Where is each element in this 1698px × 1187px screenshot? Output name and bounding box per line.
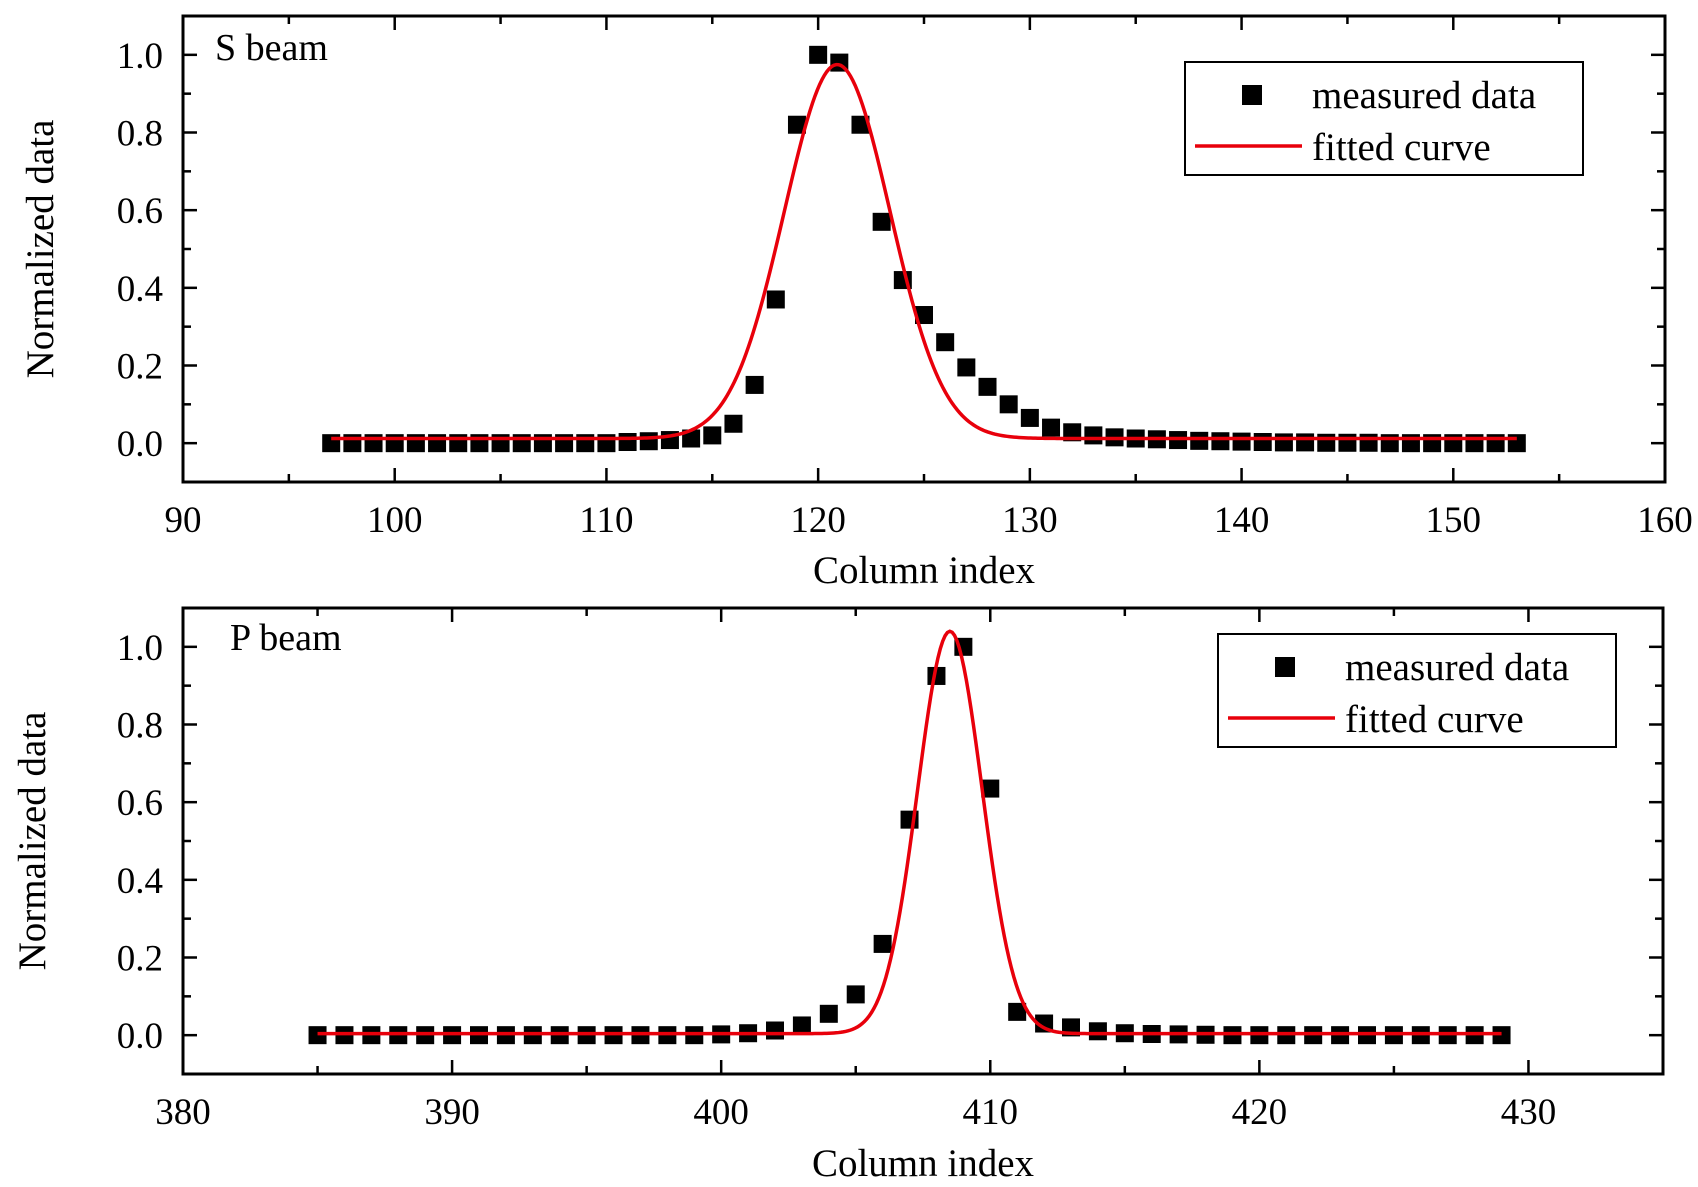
data-point (872, 212, 891, 231)
y-tick-label: 0.2 (117, 347, 163, 388)
x-tick-label: 140 (1214, 500, 1270, 541)
x-tick-label: 120 (790, 500, 846, 541)
y-axis-title: Normalized data (11, 712, 54, 971)
x-tick-label: 130 (1002, 500, 1058, 541)
panel-p-beam: 380 390 400 410 420 430 0.0 0.2 0.4 0.6 0.8 1.0 Colu… (11, 606, 1665, 1185)
data-point (792, 1016, 811, 1035)
data-point (1088, 1022, 1107, 1041)
data-point (766, 290, 785, 309)
y-tick-label: 0.8 (117, 114, 163, 155)
data-point (724, 414, 743, 433)
panel-label: S beam (215, 27, 328, 69)
data-point (1338, 433, 1357, 452)
data-point (1190, 431, 1209, 450)
y-tick-label: 0.8 (117, 706, 163, 747)
data-point (703, 426, 722, 445)
data-point (1232, 432, 1251, 451)
y-tick-label: 1.0 (117, 36, 163, 77)
legend-box (1184, 61, 1584, 176)
legend-label-fitted: fitted curve (1312, 126, 1491, 169)
data-point (981, 779, 1000, 798)
legend-box (1217, 633, 1617, 748)
data-point (639, 432, 658, 451)
y-tick-label: 0.4 (117, 269, 163, 310)
y-tick-label: 0.0 (117, 1016, 163, 1057)
data-point (819, 1004, 838, 1023)
data-point (957, 358, 976, 377)
data-point (1359, 433, 1378, 452)
y-axis-title: Normalized data (19, 120, 62, 379)
data-point (745, 375, 764, 394)
data-point (787, 115, 806, 134)
data-point (999, 395, 1018, 414)
legend-marker-square (1275, 657, 1295, 677)
data-point (1211, 432, 1230, 451)
x-tick-label: 420 (1232, 1092, 1288, 1133)
legend-label-fitted: fitted curve (1345, 698, 1524, 741)
data-point (1042, 418, 1061, 437)
data-point (915, 306, 933, 325)
data-point (308, 1026, 327, 1045)
y-tick-label: 0.6 (117, 783, 163, 824)
data-point (766, 1021, 784, 1040)
panel-s-beam: 90 100 110 120 130 140 150 160 0.0 0.2 0.4 0.6 0.8 1.… (19, 14, 1693, 592)
data-point (809, 45, 828, 64)
y-tick-label: 0.0 (117, 424, 163, 465)
x-tick-label: 160 (1637, 500, 1693, 541)
x-axis-title: Column index (812, 1142, 1035, 1185)
data-point (682, 429, 701, 448)
data-point (1008, 1002, 1027, 1021)
x-tick-label: 90 (165, 500, 202, 541)
x-axis-title: Column index (813, 549, 1036, 592)
data-point (1296, 433, 1315, 452)
x-tick-label: 110 (579, 500, 633, 541)
x-tick-label: 410 (963, 1092, 1019, 1133)
x-tick-label: 390 (424, 1092, 480, 1133)
data-point (846, 985, 865, 1004)
data-point (851, 115, 870, 134)
panel-label: P beam (230, 617, 342, 659)
y-tick-label: 0.4 (117, 861, 163, 902)
legend-marker-square (1242, 85, 1262, 105)
x-tick-label: 400 (693, 1092, 749, 1133)
data-point (1253, 433, 1272, 452)
data-point (978, 377, 997, 396)
data-point (618, 433, 637, 452)
x-tick-label: 100 (367, 500, 423, 541)
fitted-curve (317, 629, 1502, 1036)
data-point (873, 934, 892, 953)
data-point (1020, 408, 1039, 427)
y-tick-label: 0.6 (117, 191, 163, 232)
data-point (936, 333, 955, 352)
legend-label-measured: measured data (1312, 74, 1536, 117)
data-point (1274, 433, 1293, 452)
fitted-curve (331, 62, 1517, 441)
data-point (1317, 433, 1336, 452)
x-tick-label: 150 (1426, 500, 1482, 541)
legend-label-measured: measured data (1345, 646, 1569, 689)
x-tick-label: 380 (155, 1092, 211, 1133)
y-tick-label: 0.2 (117, 939, 163, 980)
y-tick-label: 1.0 (117, 628, 163, 669)
data-point (1084, 426, 1103, 445)
x-tick-label: 430 (1501, 1092, 1557, 1133)
